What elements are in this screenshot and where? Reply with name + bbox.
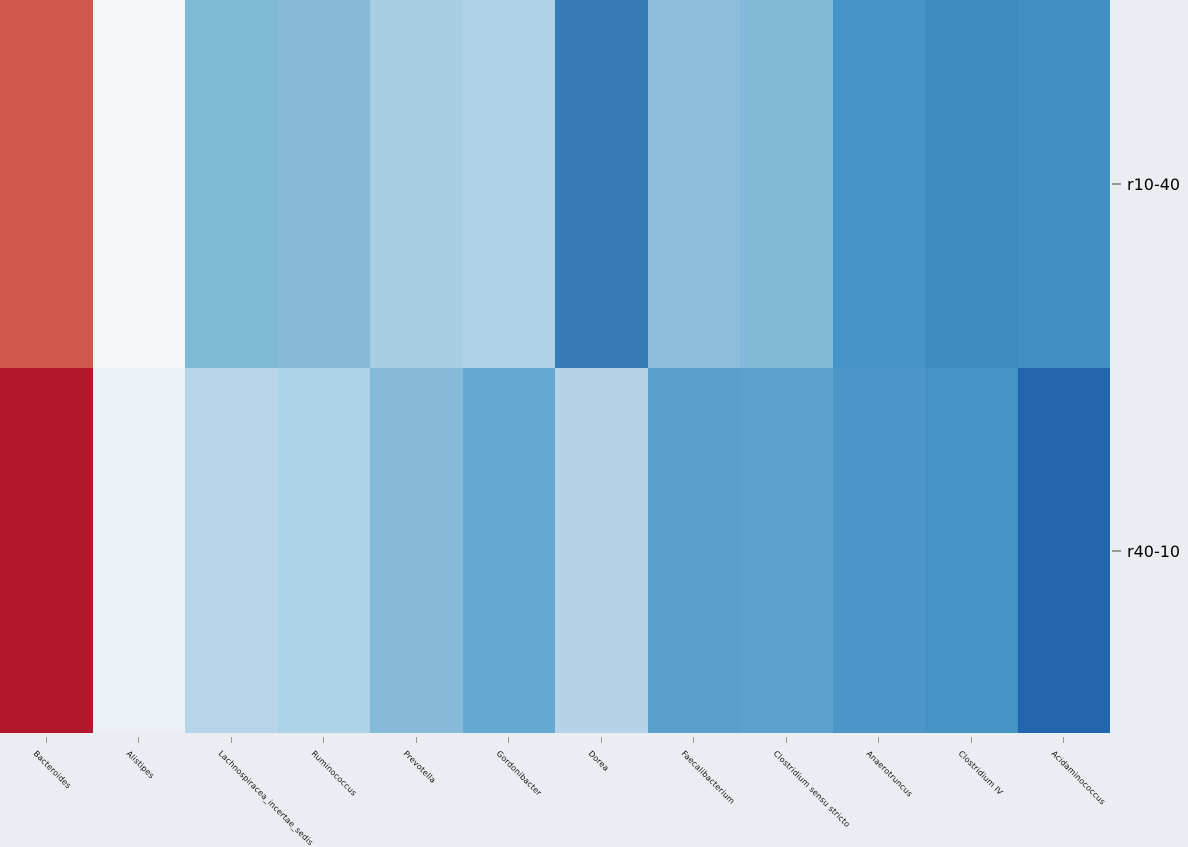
heatmap-cell [740, 368, 833, 733]
heatmap-cell [92, 368, 185, 733]
y-tick-r10-40 [1112, 183, 1121, 185]
x-tick [415, 737, 417, 743]
x-tick [878, 737, 880, 743]
heatmap-cell [0, 0, 93, 368]
heatmap-cell [925, 368, 1018, 733]
x-tick-label: Clostridium IV [956, 749, 1005, 797]
y-tick-r40-10 [1112, 550, 1121, 552]
heatmap-cell [277, 368, 370, 733]
heatmap-cell [555, 368, 648, 733]
heatmap-cell [185, 368, 278, 733]
x-tick [785, 737, 787, 743]
x-tick-label: Clostridium sensu stricto [771, 749, 853, 830]
heatmap-cell [832, 0, 925, 368]
x-tick-label: Lachnospiracea_incertae_sedis [216, 749, 316, 847]
heatmap-cell [740, 0, 833, 368]
heatmap-cell [462, 368, 555, 733]
y-tick-label-r40-10: r40-10 [1127, 542, 1181, 561]
heatmap-cell [1017, 368, 1110, 733]
heatmap-cell [647, 368, 740, 733]
x-tick-label: Ruminococcus [309, 749, 359, 798]
heatmap-cell [277, 0, 370, 368]
heatmap-cell [925, 0, 1018, 368]
heatmap-cell [370, 368, 463, 733]
heatmap-cell [832, 368, 925, 733]
x-tick [600, 737, 602, 743]
heatmap-cell [462, 0, 555, 368]
x-tick-label: Alistipes [124, 749, 156, 781]
x-tick-label: Gordonibacter [494, 749, 544, 798]
x-tick [508, 737, 510, 743]
x-tick-label: Prevotella [401, 749, 438, 785]
x-tick-label: Faecalibacterium [679, 749, 737, 806]
x-tick-label: Dorea [586, 749, 611, 774]
heatmap-cell [555, 0, 648, 368]
x-tick-label: Anaerotruncus [864, 749, 915, 799]
heatmap-cell [647, 0, 740, 368]
y-tick-label-r10-40: r10-40 [1127, 175, 1181, 194]
x-tick [230, 737, 232, 743]
x-tick-label: Acidaminococcus [1049, 749, 1107, 807]
x-tick [693, 737, 695, 743]
heatmap-cell [1017, 0, 1110, 368]
heatmap-cell [0, 368, 93, 733]
x-tick [45, 737, 47, 743]
x-tick-label: Bacteroides [31, 749, 74, 791]
heatmap-cell [185, 0, 278, 368]
x-tick [1063, 737, 1065, 743]
heatmap-cell [370, 0, 463, 368]
heatmap-grid [0, 0, 1110, 733]
x-tick [323, 737, 325, 743]
x-tick [970, 737, 972, 743]
x-tick [138, 737, 140, 743]
heatmap-cell [92, 0, 185, 368]
